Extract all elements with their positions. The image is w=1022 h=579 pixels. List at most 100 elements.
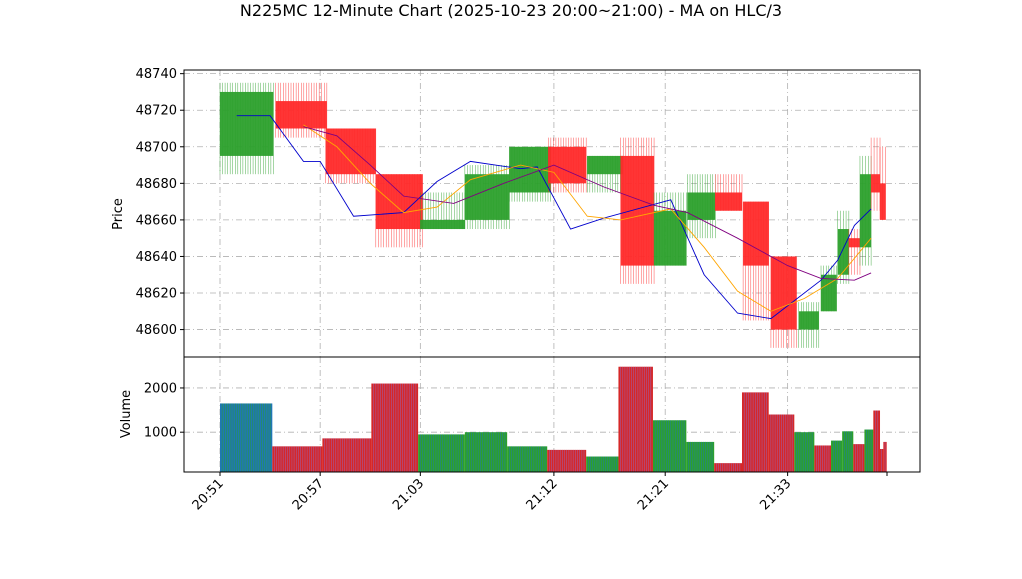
volume-panel: 1000 2000	[144, 356, 921, 473]
candle-body-1	[275, 101, 327, 129]
candle-5	[464, 165, 510, 230]
x-axis: 20:51 20:57 21:03 21:12 21:21 21:33	[190, 472, 888, 513]
candle-6	[509, 146, 551, 202]
candle-4	[420, 192, 466, 230]
price-tick-label-2: 48640	[136, 250, 177, 265]
volume-bar-16	[814, 445, 832, 472]
candle-13	[742, 201, 769, 321]
volume-bar-fill-15	[794, 432, 815, 472]
candle-20	[870, 137, 881, 211]
candle-body-6	[509, 146, 551, 193]
price-tick-label-4: 48680	[136, 177, 177, 192]
volume-bar-fill-11	[686, 441, 715, 472]
candle-16	[820, 265, 837, 312]
volume-bar-17	[831, 440, 843, 472]
candle-9	[620, 137, 655, 284]
volume-bar-18	[842, 431, 854, 472]
volume-bar-15	[794, 432, 815, 472]
price-tick-label-1: 48620	[136, 287, 177, 302]
candle-body-17	[837, 229, 849, 275]
candle-12	[715, 174, 743, 211]
volume-bar-fill-21	[873, 410, 881, 472]
price-tick-label-6: 48720	[136, 104, 177, 119]
candle-body-2	[325, 128, 376, 175]
chart-title: N225MC 12-Minute Chart (2025-10-23 20:00…	[240, 1, 782, 20]
volume-bar-fill-18	[842, 431, 854, 472]
volume-bar-fill-17	[831, 440, 843, 472]
candle-21	[879, 146, 886, 220]
ma-line-2	[303, 126, 872, 281]
price-tick-label-7: 48740	[136, 67, 177, 82]
x-tick-label-3: 21:12	[524, 476, 561, 513]
x-tick-label-2: 21:03	[390, 476, 427, 513]
volume-bar-4	[418, 434, 465, 472]
volume-bar-22	[880, 449, 884, 472]
candle-18	[848, 229, 861, 275]
volume-bar-5	[464, 432, 508, 472]
candle-body-0	[220, 91, 274, 156]
volume-bar-fill-4	[418, 434, 465, 472]
volume-bar-8	[586, 456, 619, 472]
volume-bar-0	[220, 403, 273, 472]
volume-bar-13	[741, 392, 769, 472]
ma-line-1	[303, 124, 872, 312]
candle-body-10	[654, 210, 687, 266]
candle-10	[653, 192, 687, 266]
candle-body-13	[743, 201, 769, 266]
volume-bar-fill-12	[714, 463, 742, 472]
volume-bar-19	[853, 444, 865, 472]
volume-bar-20	[864, 429, 874, 472]
candle-1	[275, 82, 328, 138]
candle-15	[798, 302, 820, 348]
volume-bar-fill-5	[464, 432, 508, 472]
candle-body-5	[464, 174, 510, 220]
volume-bar-11	[686, 441, 715, 472]
candle-14	[770, 256, 797, 348]
volume-bar-23	[883, 441, 887, 472]
candle-17	[837, 210, 850, 284]
candle-body-14	[770, 256, 797, 330]
candle-body-11	[687, 192, 716, 220]
volume-tick-label-0: 1000	[144, 426, 177, 441]
volume-bar-fill-8	[586, 456, 619, 472]
volume-bar-fill-19	[853, 444, 865, 472]
price-axis-title: Price	[111, 198, 126, 230]
volume-bar-1	[272, 446, 323, 472]
volume-bar-fill-1	[272, 446, 323, 472]
x-tick-label-1: 20:57	[290, 476, 327, 513]
candle-body-12	[715, 192, 742, 211]
ma-line-0	[236, 115, 872, 320]
volume-bar-12	[714, 463, 742, 472]
volume-bar-9	[618, 366, 653, 472]
candle-body-16	[821, 274, 837, 312]
price-tick-label-5: 48700	[136, 140, 177, 155]
volume-bar-7	[547, 449, 587, 472]
candle-body-21	[880, 183, 886, 220]
candle-body-18	[848, 238, 860, 248]
price-tick-label-0: 48600	[136, 323, 177, 338]
volume-bar-10	[652, 420, 687, 472]
volume-frame	[183, 356, 921, 473]
candle-body-15	[798, 311, 819, 330]
volume-bar-14	[768, 414, 795, 472]
candle-11	[687, 174, 716, 239]
x-tick-label-5: 21:33	[757, 476, 794, 513]
volume-axis-title: Volume	[119, 390, 134, 438]
volume-bar-fill-3	[371, 383, 419, 472]
candle-body-20	[871, 174, 881, 193]
candle-2	[325, 128, 377, 184]
volume-bar-fill-10	[652, 420, 687, 472]
candle-body-19	[859, 174, 872, 248]
candle-body-8	[587, 155, 623, 175]
price-panel: 48600 48620 48640 48660 48680 48700 48720 48740	[136, 67, 921, 358]
volume-bar-3	[371, 383, 419, 472]
candle-0	[219, 82, 274, 175]
x-tick-label-4: 21:21	[635, 476, 672, 513]
volume-tick-label-1: 2000	[144, 381, 177, 396]
volume-bar-21	[873, 410, 881, 472]
volume-bar-2	[322, 438, 372, 472]
x-tick-label-0: 20:51	[190, 476, 227, 513]
candle-body-9	[620, 155, 655, 266]
